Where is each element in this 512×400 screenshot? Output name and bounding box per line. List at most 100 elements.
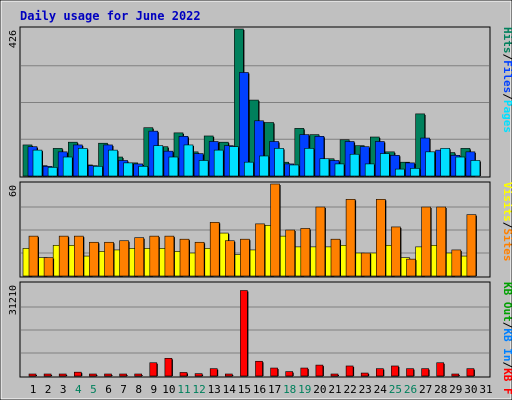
bar-kb-f-day-28 [436,362,445,377]
bar-pages-day-1 [32,149,43,177]
x-axis-day-labels: 1 2 3 4 5 6 7 8 9 10 11 12 13 14 15 16 17 18 19 20 21 22 23 24 2… [30,383,493,396]
bar-sites-day-6 [104,241,114,277]
legend-entry-kbout: KB Out [501,282,512,322]
x-tick-label: 23 [359,383,372,396]
bar-pages-day-18 [289,164,300,177]
bar-pages-day-10 [168,156,179,177]
bar-sites-day-16 [255,223,265,277]
x-tick-label: 20 [313,383,326,396]
legend-entry-files: Files [501,60,512,93]
bar-pages-day-19 [304,148,315,177]
legend-entry-sep: / [501,362,512,369]
legend-visits-sites: Visits/Sites [501,182,512,262]
bar-kb-f-day-24 [375,368,384,377]
bar-sites-day-3 [58,235,69,277]
bar-kb-f-day-17 [270,367,278,377]
bar-sites-day-22 [345,199,356,277]
bar-sites-day-11 [179,238,190,277]
bar-sites-day-24 [375,199,386,277]
x-tick-label: 4 [75,383,82,396]
bar-sites-day-26 [406,258,416,277]
x-tick-label: 25 [389,383,402,396]
legend-entry-kbf: KB F [501,368,512,395]
x-tick-label: 13 [208,383,221,396]
bar-pages-day-5 [93,166,103,177]
bar-sites-day-15 [240,238,250,277]
bar-files-day-15 [239,72,249,177]
bar-kb-f-day-5 [89,373,97,377]
ymax-label-hits: 426 [8,30,19,48]
bar-sites-day-25 [391,226,401,277]
bar-sites-day-7 [119,240,129,277]
bar-pages-day-6 [108,149,118,177]
x-tick-label: 24 [374,383,388,396]
bar-kb-f-day-1 [28,373,37,377]
bar-files-day-16 [254,120,264,177]
bar-sites-day-8 [134,237,144,277]
legend-kb: KB Out/KB In/KB F [501,282,512,395]
ymax-label-visits: 60 [8,185,19,197]
x-tick-label: 30 [464,383,477,396]
bar-pages-day-28 [440,148,451,177]
bar-sites-day-20 [315,206,326,277]
bar-pages-day-9 [153,145,164,177]
bar-kb-f-day-26 [406,368,414,377]
bar-kb-f-day-21 [330,373,339,377]
bar-kb-f-day-15 [240,290,248,377]
x-tick-label: 19 [298,383,311,396]
bar-files-day-23 [359,146,370,177]
bar-pages-day-29 [455,156,466,177]
bar-pages-day-21 [334,163,345,177]
x-tick-label: 1 [30,383,37,396]
bar-kb-f-day-25 [391,365,399,377]
bar-pages-day-24 [379,153,390,177]
bar-sites-day-29 [451,249,462,277]
ymax-label-kb: 31210 [8,285,19,315]
legend-entry-sep: / [501,222,512,229]
bar-pages-day-23 [364,163,375,177]
bar-kb-f-day-27 [421,368,429,377]
bar-kb-f-day-9 [149,362,158,377]
x-tick-label: 2 [45,383,52,396]
bar-files-day-20 [314,136,325,177]
bar-pages-day-17 [274,148,284,177]
legend-entry-pages: Pages [501,100,512,133]
bar-kb-f-day-29 [451,373,460,377]
x-tick-label: 22 [343,383,356,396]
x-tick-label: 12 [192,383,205,396]
bar-sites-day-12 [194,241,205,277]
bar-pages-day-15 [244,161,254,177]
x-tick-label: 17 [268,383,281,396]
legend-entry-kbin: KB In [501,328,512,361]
x-tick-label: 11 [177,383,190,396]
bar-sites-day-9 [149,235,160,277]
bar-sites-day-21 [330,238,341,277]
bar-sites-day-2 [43,257,54,277]
bar-pages-day-3 [62,156,73,177]
bar-pages-day-27 [425,151,435,177]
bar-sites-day-30 [466,214,477,277]
bar-sites-day-10 [164,235,175,277]
legend-entry-sites: Sites [501,228,512,261]
x-tick-label: 14 [223,383,237,396]
bar-pages-day-11 [183,144,194,177]
bar-kb-f-day-7 [119,373,127,377]
bar-kb-f-day-13 [209,368,218,377]
bar-pages-day-22 [349,153,360,177]
bar-marks [22,28,481,377]
chart-title: Daily usage for June 2022 [20,9,201,23]
bar-kb-f-day-19 [300,367,309,377]
bar-pages-day-20 [319,158,330,177]
bar-pages-day-7 [123,162,133,177]
bar-pages-day-26 [410,168,420,177]
legend-entry-sep: / [501,93,512,100]
bar-sites-day-14 [225,240,235,277]
bar-kb-f-day-6 [104,373,112,377]
bar-kb-f-day-18 [285,371,294,377]
bar-pages-day-2 [47,167,58,177]
bar-sites-day-17 [270,183,280,277]
bar-kb-f-day-20 [315,364,324,377]
x-tick-label: 16 [253,383,266,396]
x-tick-label: 18 [283,383,296,396]
